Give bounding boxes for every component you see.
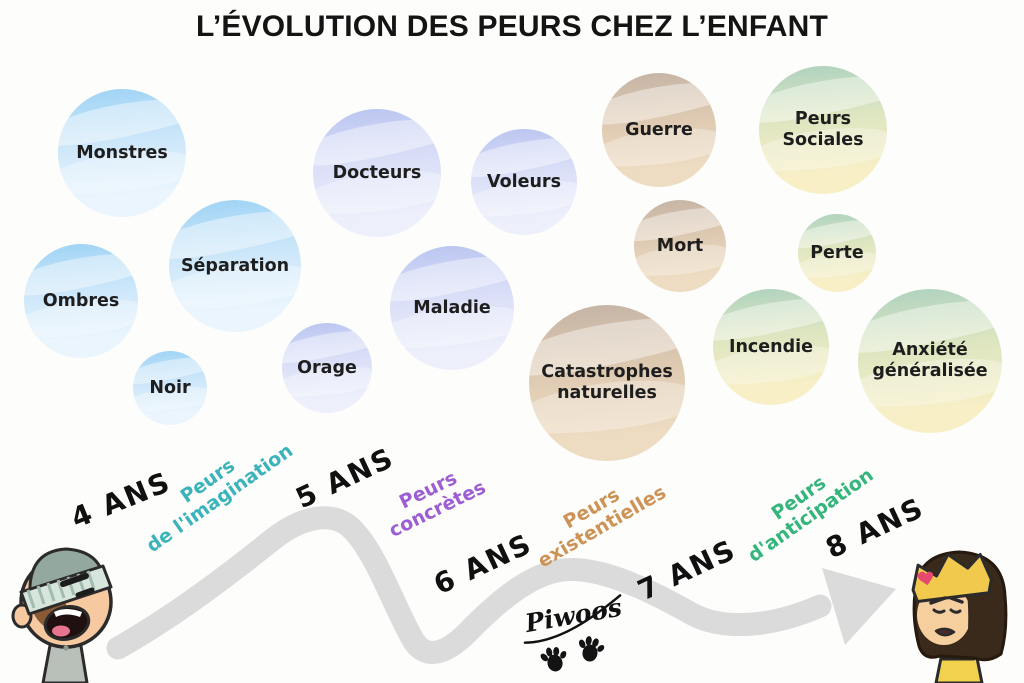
fear-bubble-label: Maladie (413, 297, 491, 318)
fear-bubble-label: Catastrophes naturelles (541, 362, 673, 403)
timeline-arrow-shaft (106, 506, 832, 664)
fear-bubble-separation: Séparation (169, 200, 301, 332)
page-title: L’ÉVOLUTION DES PEURS CHEZ L’ENFANT (195, 10, 829, 43)
fear-bubble-catastrophes-naturelles: Catastrophes naturelles (529, 305, 685, 461)
fear-bubble-ombres: Ombres (24, 244, 138, 358)
fear-bubble-anxiete-generalisee: Anxiété généralisée (858, 289, 1002, 433)
crying-boy-illustration (11, 547, 113, 683)
worried-girl-illustration (911, 550, 1008, 683)
fear-bubble-label: Ombres (42, 290, 120, 311)
fear-bubble-label: Guerre (625, 119, 693, 140)
fear-bubble-label: Voleurs (487, 171, 561, 192)
fear-bubble-label: Peurs Sociales (782, 109, 864, 150)
fear-bubble-docteurs: Docteurs (313, 109, 441, 237)
fear-bubble-label: Séparation (180, 255, 290, 276)
fear-bubble-perte: Perte (798, 214, 876, 292)
fear-bubble-label: Orage (297, 357, 357, 378)
fear-bubble-label: Docteurs (332, 162, 422, 183)
fear-bubble-incendie: Incendie (713, 289, 829, 405)
fear-bubble-maladie: Maladie (390, 246, 514, 370)
fear-bubble-voleurs: Voleurs (471, 129, 577, 235)
paw-prints-icon (540, 636, 605, 672)
fear-bubble-label: Monstres (76, 142, 168, 163)
fear-bubble-peurs-sociales: Peurs Sociales (759, 66, 887, 194)
artist-signature: Piwoos (522, 593, 624, 644)
fear-bubble-label: Noir (149, 377, 191, 398)
timeline-arrowhead (822, 568, 896, 645)
fear-bubble-label: Incendie (728, 336, 814, 357)
fear-bubble-noir: Noir (133, 351, 207, 425)
fear-bubble-label: Mort (656, 235, 704, 256)
fear-bubble-guerre: Guerre (602, 73, 716, 187)
fear-bubble-label: Perte (810, 242, 864, 263)
fear-bubble-mort: Mort (634, 200, 726, 292)
fear-bubble-monstres: Monstres (58, 89, 186, 217)
signature-flourish (523, 594, 622, 644)
fear-bubble-label: Anxiété généralisée (872, 340, 988, 381)
fear-bubble-orage: Orage (282, 323, 372, 413)
